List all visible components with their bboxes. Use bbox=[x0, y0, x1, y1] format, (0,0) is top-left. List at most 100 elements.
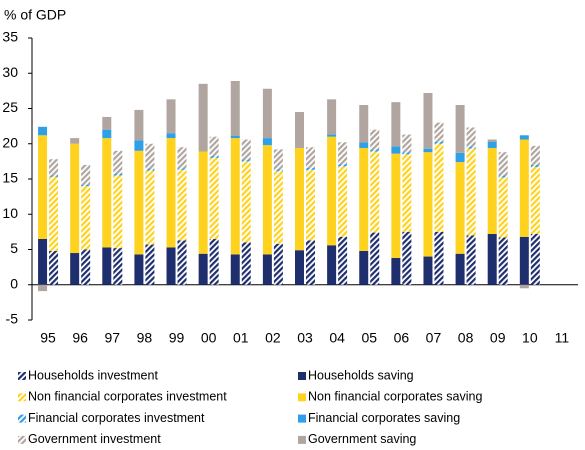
x-tick-label: 02 bbox=[265, 330, 281, 346]
bar-segment bbox=[177, 240, 187, 285]
bar-segment bbox=[423, 148, 433, 153]
x-tick-label: 05 bbox=[361, 330, 377, 346]
bar-segment bbox=[466, 146, 476, 149]
bar-segment bbox=[134, 109, 144, 141]
bar-segment bbox=[241, 161, 251, 243]
bar-segment bbox=[273, 149, 283, 170]
bar-segment bbox=[530, 164, 540, 168]
bar-segment bbox=[81, 186, 91, 250]
bar-segment bbox=[391, 102, 401, 147]
bar-segment bbox=[262, 88, 272, 139]
bar-segment bbox=[241, 159, 251, 162]
bar-segment bbox=[391, 153, 401, 258]
legend-swatch bbox=[18, 414, 26, 423]
bar-segment bbox=[466, 127, 476, 147]
bar-segment bbox=[38, 126, 48, 136]
bar-segment bbox=[70, 138, 80, 144]
bar-segment bbox=[498, 175, 508, 178]
bar-segment bbox=[102, 247, 112, 285]
bar-segment bbox=[338, 164, 348, 167]
bar-segment bbox=[145, 244, 155, 285]
bar-segment bbox=[166, 133, 176, 139]
legend-swatch bbox=[18, 372, 26, 380]
bar-segment bbox=[370, 149, 380, 152]
legend-label: Non financial corporates saving bbox=[308, 390, 482, 404]
bar-segment bbox=[198, 151, 208, 254]
legend-label: Households saving bbox=[308, 368, 414, 382]
bar-segment bbox=[230, 135, 240, 139]
x-tick-label: 04 bbox=[329, 330, 345, 346]
bar-segment bbox=[273, 169, 283, 172]
x-tick-label: 08 bbox=[458, 330, 474, 346]
bar-segment bbox=[434, 141, 444, 144]
bar-segment bbox=[402, 134, 412, 153]
y-tick-label: 25 bbox=[2, 99, 18, 115]
bar-segment bbox=[209, 136, 219, 156]
bar-segment bbox=[423, 92, 433, 149]
bar-segment bbox=[519, 236, 529, 285]
legend-swatch bbox=[298, 414, 306, 423]
bar-segment bbox=[359, 104, 369, 143]
bar-segment bbox=[455, 104, 465, 153]
bar-segment bbox=[81, 164, 91, 185]
x-tick-label: 95 bbox=[40, 330, 56, 346]
x-tick-label: 03 bbox=[297, 330, 313, 346]
bar-segment bbox=[498, 177, 508, 238]
bar-segment bbox=[306, 147, 315, 168]
bar-segment bbox=[434, 231, 444, 285]
bar-segment bbox=[262, 145, 272, 255]
bar-segment bbox=[519, 139, 529, 237]
legend: Households investment Households saving No… bbox=[18, 368, 482, 446]
bar-segment bbox=[295, 147, 304, 251]
legend-swatch bbox=[298, 372, 306, 380]
bar-segment bbox=[209, 238, 219, 285]
bar-segment bbox=[145, 168, 155, 171]
bar-segment bbox=[530, 145, 540, 165]
bar-segment bbox=[306, 240, 315, 285]
bar-segment bbox=[81, 184, 91, 187]
bar-segment bbox=[402, 231, 412, 285]
bar-segment bbox=[145, 170, 155, 245]
bar-segment bbox=[49, 175, 59, 177]
legend-label: Government saving bbox=[308, 432, 416, 446]
bar-segment bbox=[134, 254, 144, 285]
x-tick-label: 11 bbox=[555, 330, 570, 346]
bar-segment bbox=[198, 83, 208, 152]
bar-segment bbox=[455, 162, 465, 254]
bar-segment bbox=[530, 233, 540, 285]
bar-segment bbox=[230, 138, 240, 255]
bar-segment bbox=[241, 139, 251, 160]
bar-segment bbox=[49, 159, 59, 176]
bar-segment bbox=[166, 99, 176, 134]
bar-segment bbox=[273, 171, 283, 244]
bar-segment bbox=[230, 81, 240, 136]
bar-segment bbox=[487, 141, 497, 148]
bar-segment bbox=[455, 253, 465, 285]
legend-swatch bbox=[18, 435, 26, 444]
bar-segment bbox=[102, 116, 112, 130]
bar-segment bbox=[134, 150, 144, 255]
bar-segment bbox=[113, 248, 123, 285]
bar-segment bbox=[102, 138, 112, 248]
bar-segment bbox=[402, 152, 412, 155]
bar-segment bbox=[338, 166, 348, 237]
bar-segment bbox=[113, 150, 123, 174]
bar-segment bbox=[498, 237, 508, 285]
bar-segment bbox=[177, 169, 187, 241]
bar-segment bbox=[166, 138, 176, 248]
x-tick-label: 10 bbox=[522, 330, 538, 346]
bar-segment bbox=[134, 140, 144, 151]
bar-segment bbox=[487, 139, 497, 142]
bar-segment bbox=[370, 232, 380, 285]
x-tick-label: 96 bbox=[72, 330, 88, 346]
bar-segment bbox=[498, 152, 508, 176]
y-tick-label: 30 bbox=[2, 64, 18, 80]
y-tick-label: -5 bbox=[6, 311, 19, 327]
bar-segment bbox=[530, 167, 540, 234]
y-tick-label: 5 bbox=[10, 240, 18, 256]
bar-segment bbox=[306, 169, 315, 241]
bar-segment bbox=[113, 173, 123, 176]
x-tick-label: 00 bbox=[201, 330, 217, 346]
legend-label: Financial corporates investment bbox=[28, 411, 205, 425]
